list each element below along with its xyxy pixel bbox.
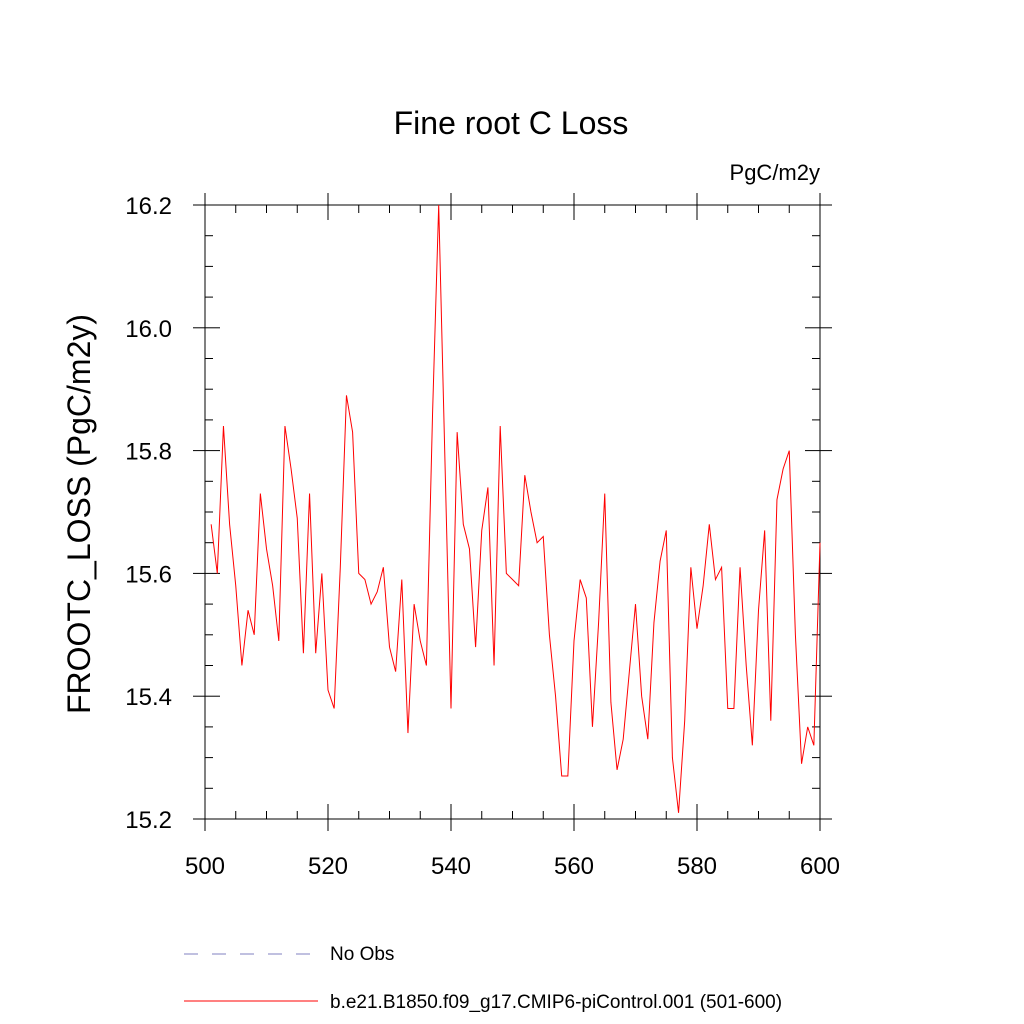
tick-labels: 500 520 540 560 580 600 15.2 15.4 15.6 15.8 16.0 16… [125,193,840,880]
y-tick-label: 16.2 [125,193,172,220]
x-tick-label: 600 [800,853,840,880]
y-tick-label: 15.6 [125,561,172,588]
x-tick-label: 580 [677,853,717,880]
legend-label-series: b.e21.B1850.f09_g17.CMIP6-piControl.001 … [330,992,782,1013]
x-tick-label: 560 [554,853,594,880]
x-tick-label: 520 [308,853,348,880]
series-line [210,204,821,813]
y-tick-label: 16.0 [125,316,172,343]
units-label: PgC/m2y [730,160,820,185]
y-tick-label: 15.4 [125,684,172,711]
series-layer [210,204,821,813]
legend: No Obs b.e21.B1850.f09_g17.CMIP6-piContr… [184,944,782,1013]
x-tick-label: 500 [185,853,225,880]
chart-title: Fine root C Loss [394,105,629,141]
x-tick-label: 540 [431,853,471,880]
y-tick-label: 15.8 [125,439,172,466]
y-tick-label: 15.2 [125,807,172,834]
y-axis-label: FROOTC_LOSS (PgC/m2y) [61,314,97,714]
axis-ticks [193,193,832,831]
legend-label-no-obs: No Obs [330,944,394,965]
plot-border [204,204,821,820]
plot-frame [204,204,821,820]
